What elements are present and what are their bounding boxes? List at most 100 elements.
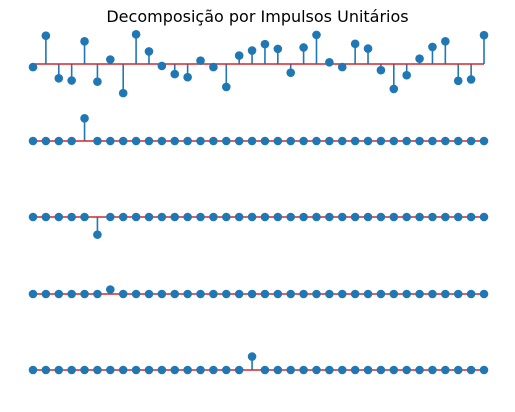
stem-marker — [247, 212, 257, 222]
stem-marker — [118, 88, 128, 98]
stem-marker — [453, 212, 463, 222]
stem-marker — [376, 212, 386, 222]
stem-marker — [337, 365, 347, 375]
stem-marker — [453, 289, 463, 299]
stem-marker — [118, 136, 128, 146]
stem-marker — [299, 365, 308, 375]
stem-marker — [350, 136, 360, 146]
stem-marker — [28, 365, 38, 375]
stem-marker — [402, 289, 411, 299]
stem-marker — [389, 289, 399, 299]
stem-marker — [54, 212, 64, 222]
stem-marker — [170, 365, 180, 375]
stem-marker — [453, 136, 463, 146]
stem-marker — [325, 136, 334, 146]
stem-marker — [273, 136, 283, 146]
subplot-5 — [28, 352, 489, 375]
stem-marker — [209, 62, 218, 72]
stem-marker — [337, 62, 347, 72]
stem-marker — [54, 289, 64, 299]
stem-marker — [144, 47, 154, 56]
stem-marker — [325, 58, 334, 67]
stem-marker — [273, 44, 283, 54]
stem-marker — [376, 365, 386, 375]
stem-marker — [286, 212, 296, 222]
stem-marker — [466, 212, 476, 222]
stem-marker — [80, 114, 89, 123]
stem-marker — [93, 230, 102, 239]
stem-marker — [286, 68, 296, 77]
stem-marker — [106, 55, 115, 64]
stem-marker — [157, 61, 167, 71]
stem-marker — [428, 136, 437, 146]
stem-marker — [80, 289, 89, 299]
chart-title: Decomposição por Impulsos Unitários — [106, 7, 409, 26]
stem-marker — [247, 136, 257, 146]
stem-marker — [247, 46, 257, 55]
stem-marker — [466, 365, 476, 375]
stem-marker — [441, 37, 450, 46]
subplot-2 — [28, 114, 489, 146]
stem-marker — [183, 365, 192, 375]
stem-marker — [54, 136, 64, 146]
stem-marker — [325, 365, 334, 375]
stem-marker — [183, 72, 192, 82]
stem-marker — [441, 365, 450, 375]
subplot-4 — [28, 285, 489, 299]
stem-marker — [221, 289, 231, 299]
stem-marker — [67, 212, 76, 222]
stem-marker — [363, 44, 373, 53]
stem-marker — [337, 289, 347, 299]
stem-marker — [54, 73, 64, 83]
stem-marker — [273, 365, 283, 375]
stem-marker — [441, 136, 450, 146]
stem-marker — [221, 82, 231, 92]
stem-marker — [170, 69, 180, 79]
stem-marker — [350, 365, 360, 375]
stem-marker — [389, 84, 399, 94]
stem-marker — [337, 212, 347, 222]
stem-marker — [299, 212, 308, 222]
stem-marker — [209, 289, 218, 299]
stem-marker — [183, 289, 192, 299]
stem-marker — [196, 212, 205, 222]
stem-marker — [273, 289, 283, 299]
stem-marker — [131, 212, 141, 222]
stem-marker — [196, 136, 205, 146]
stem-marker — [157, 365, 167, 375]
stem-marker — [106, 285, 115, 294]
stem-marker — [325, 212, 334, 222]
stem-marker — [479, 289, 489, 299]
stem-marker — [299, 136, 308, 146]
stem-marker — [80, 365, 89, 375]
stem-marker — [28, 136, 38, 146]
stem-marker — [479, 30, 489, 40]
stem-marker — [466, 289, 476, 299]
stem-marker — [273, 212, 283, 222]
stem-marker — [299, 289, 308, 299]
stem-marker — [28, 62, 38, 72]
stem-marker — [144, 212, 154, 222]
stem-marker — [221, 212, 231, 222]
stem-marker — [312, 136, 321, 146]
stem-marker — [428, 365, 437, 375]
stem-marker — [363, 136, 373, 146]
stem-marker — [441, 212, 450, 222]
stem-marker — [441, 289, 450, 299]
stem-marker — [93, 77, 102, 86]
stem-marker — [402, 70, 411, 80]
stem-marker — [80, 37, 89, 46]
stem-marker — [131, 365, 141, 375]
stem-marker — [93, 289, 102, 299]
stem-marker — [221, 136, 231, 146]
stem-marker — [389, 212, 399, 222]
stem-marker — [428, 212, 437, 222]
stem-marker — [299, 43, 308, 52]
stem-marker — [286, 136, 296, 146]
stem-marker — [260, 39, 270, 49]
stem-marker — [453, 365, 463, 375]
stem-marker — [363, 365, 373, 375]
stem-marker — [183, 212, 192, 222]
stem-marker — [286, 289, 296, 299]
